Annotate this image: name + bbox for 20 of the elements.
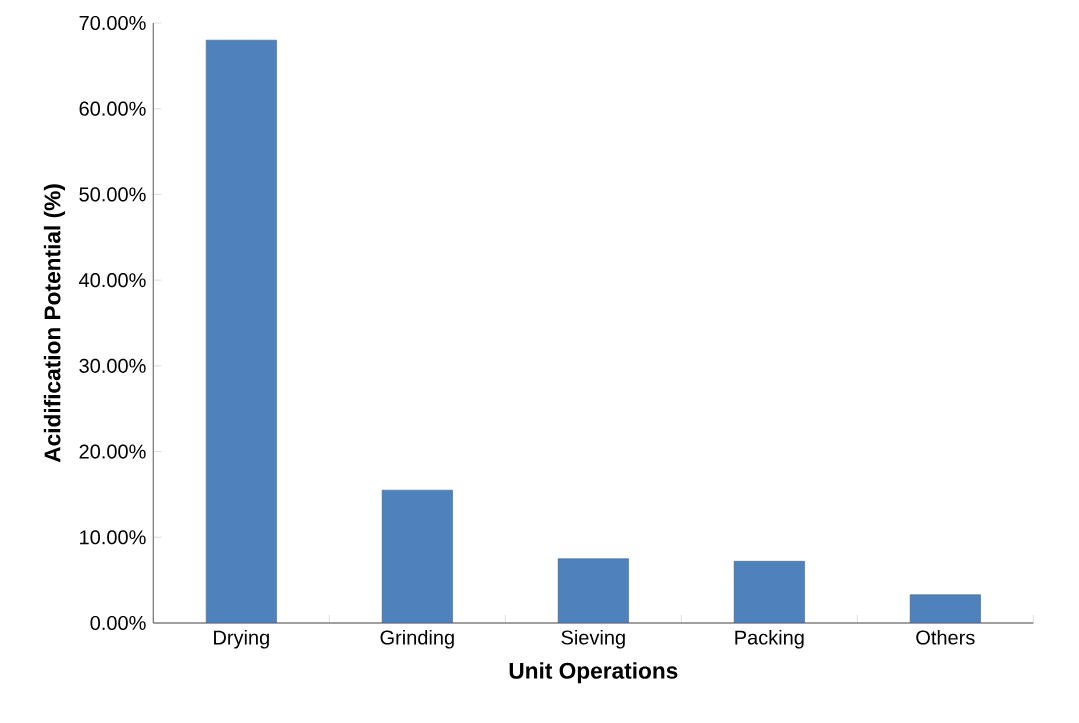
y-tick-label: 60.00% bbox=[79, 101, 146, 116]
bar bbox=[909, 594, 981, 623]
x-tick-label: Others bbox=[916, 629, 975, 645]
y-tick-label: 40.00% bbox=[79, 273, 146, 288]
bar bbox=[381, 489, 453, 623]
x-tick-label: Sieving bbox=[561, 629, 625, 649]
x-axis-title: Unit Operations bbox=[509, 662, 678, 684]
bar bbox=[205, 39, 277, 623]
y-tick-label: 20.00% bbox=[79, 444, 146, 459]
y-tick-label: 0.00% bbox=[90, 615, 146, 631]
y-tick-label: 30.00% bbox=[79, 358, 146, 373]
x-tick-label: Packing bbox=[735, 629, 804, 649]
x-tick-label: Drying bbox=[214, 629, 269, 649]
y-tick-label: 10.00% bbox=[80, 530, 146, 545]
bar bbox=[733, 561, 805, 623]
y-axis-title: Acidification Potential (%) bbox=[43, 184, 65, 463]
bar bbox=[557, 558, 629, 623]
y-tick-label: 50.00% bbox=[79, 187, 146, 202]
x-tick-label: Grinding bbox=[380, 629, 454, 649]
y-tick-label: 70.00% bbox=[79, 15, 146, 31]
